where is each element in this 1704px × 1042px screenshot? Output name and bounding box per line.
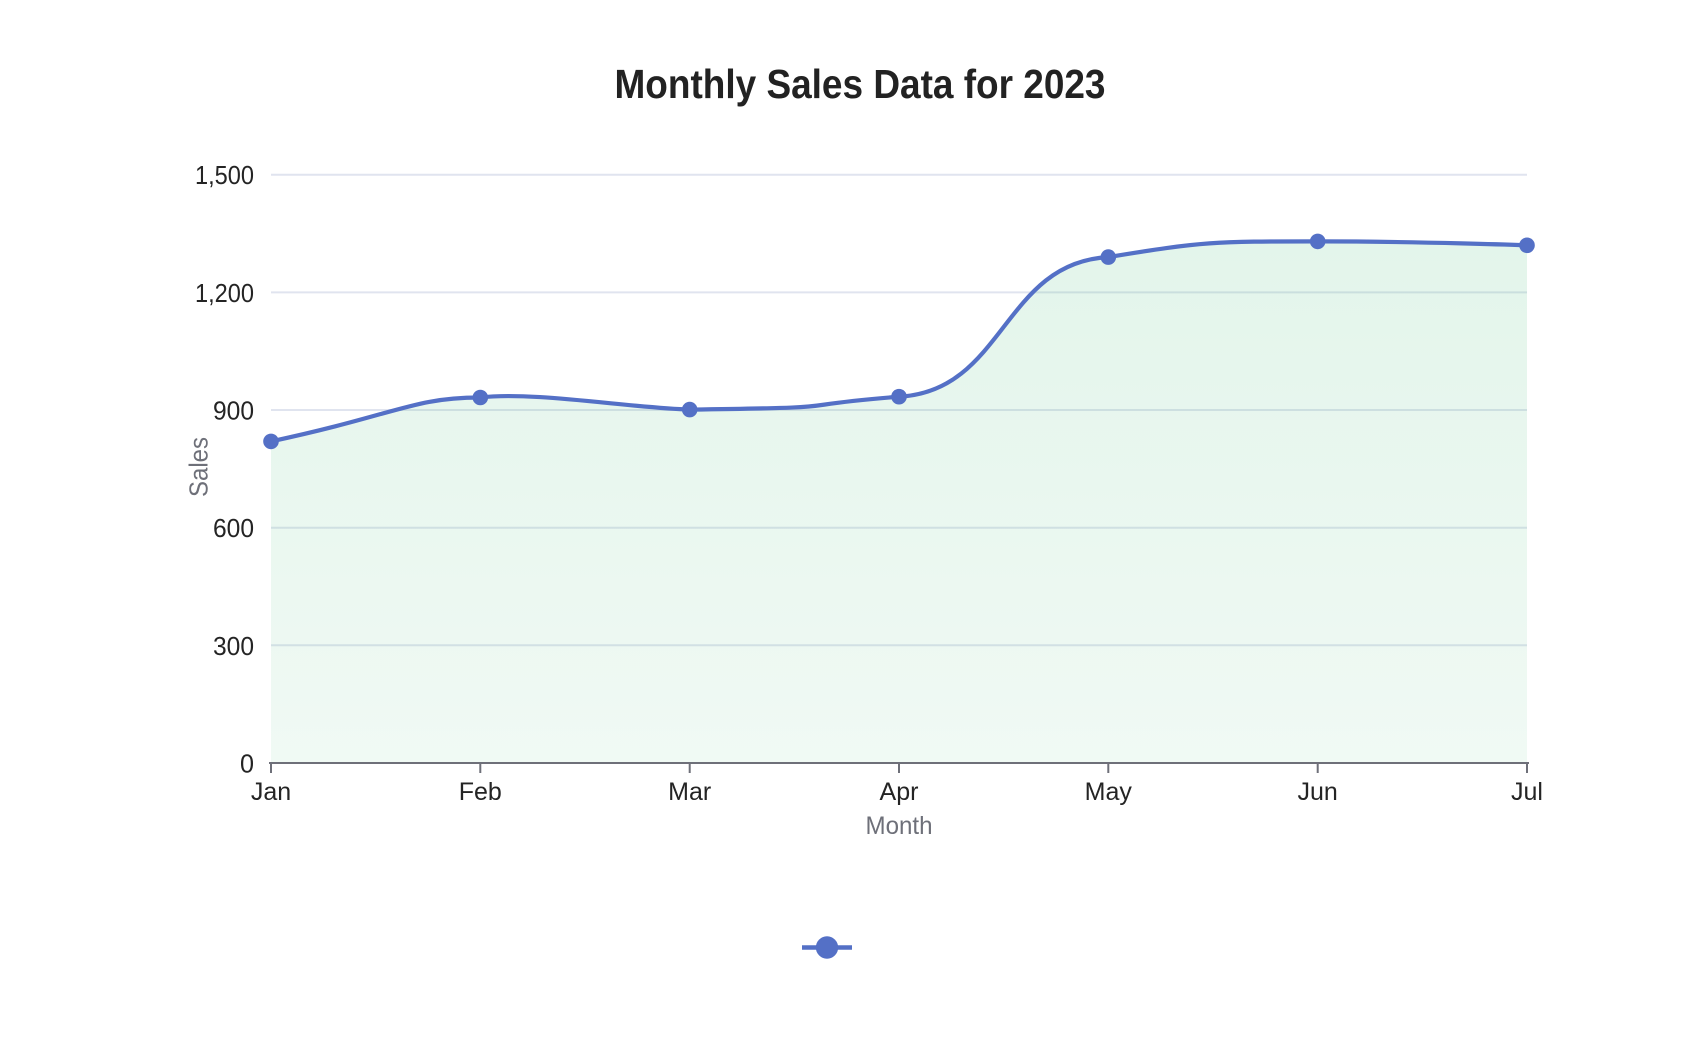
svg-text:Feb: Feb xyxy=(459,778,502,806)
svg-text:600: 600 xyxy=(213,513,254,543)
svg-text:Jan: Jan xyxy=(251,778,291,806)
svg-text:May: May xyxy=(1085,778,1133,806)
svg-text:Mar: Mar xyxy=(668,778,711,806)
svg-text:Jul: Jul xyxy=(1511,778,1543,806)
svg-text:Sales: Sales xyxy=(184,437,214,497)
svg-text:900: 900 xyxy=(213,396,254,426)
svg-text:Apr: Apr xyxy=(880,778,919,806)
svg-text:Month: Month xyxy=(866,812,933,840)
svg-text:Monthly Sales Data for 2023: Monthly Sales Data for 2023 xyxy=(615,61,1106,107)
svg-text:Jun: Jun xyxy=(1298,778,1338,806)
svg-text:300: 300 xyxy=(213,631,254,661)
svg-text:1,200: 1,200 xyxy=(195,278,254,308)
svg-text:1,500: 1,500 xyxy=(195,160,254,190)
svg-text:0: 0 xyxy=(240,749,254,779)
